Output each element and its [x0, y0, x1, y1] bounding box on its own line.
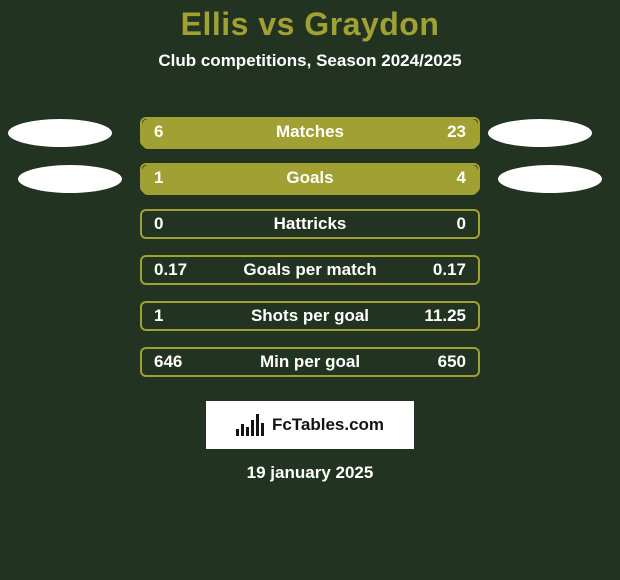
metric-label: Matches — [142, 122, 478, 142]
metric-label: Goals — [142, 168, 478, 188]
stat-bar: 623Matches — [140, 117, 480, 147]
stat-bar: 00Hattricks — [140, 209, 480, 239]
stat-bar: 0.170.17Goals per match — [140, 255, 480, 285]
stat-bar: 111.25Shots per goal — [140, 301, 480, 331]
date-label: 19 january 2025 — [0, 463, 620, 483]
stat-row: 0.170.17Goals per match — [0, 247, 620, 293]
stat-bar: 14Goals — [140, 163, 480, 193]
fctables-logo: FcTables.com — [206, 401, 414, 449]
logo-bars-icon — [236, 414, 264, 436]
metric-label: Min per goal — [142, 352, 478, 372]
metric-label: Shots per goal — [142, 306, 478, 326]
player-badge-right — [488, 119, 592, 147]
player-badge-right — [498, 165, 602, 193]
player-badge-left — [8, 119, 112, 147]
stat-row: 111.25Shots per goal — [0, 293, 620, 339]
player-badge-left — [18, 165, 122, 193]
metric-label: Hattricks — [142, 214, 478, 234]
stat-row: 646650Min per goal — [0, 339, 620, 385]
stat-bar: 646650Min per goal — [140, 347, 480, 377]
page-title: Ellis vs Graydon — [0, 0, 620, 43]
stat-row: 623Matches — [0, 109, 620, 155]
metric-label: Goals per match — [142, 260, 478, 280]
subtitle: Club competitions, Season 2024/2025 — [0, 51, 620, 71]
stat-row: 14Goals — [0, 155, 620, 201]
comparison-infographic: Ellis vs Graydon Club competitions, Seas… — [0, 0, 620, 580]
logo-text: FcTables.com — [272, 415, 384, 435]
stat-rows: 623Matches 14Goals 00Hattricks 0.170.17Goal… — [0, 109, 620, 385]
stat-row: 00Hattricks — [0, 201, 620, 247]
